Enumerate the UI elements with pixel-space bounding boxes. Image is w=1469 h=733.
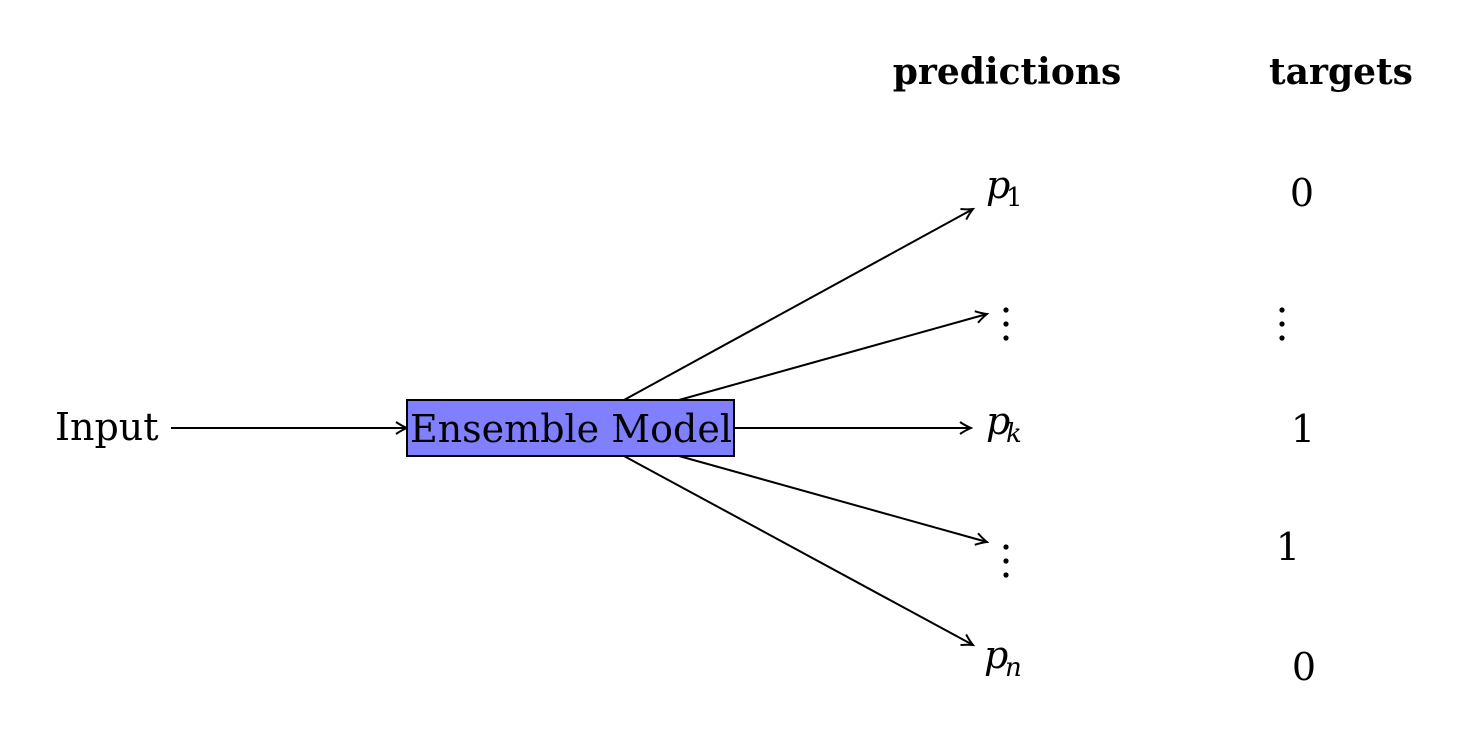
prediction-pk: p k — [986, 399, 1022, 449]
prediction-p1-sub: 1 — [1006, 183, 1023, 213]
target-value-k: 1 — [1291, 407, 1315, 451]
prediction-vdots-lower — [1003, 544, 1009, 578]
prediction-p1: p 1 — [986, 163, 1023, 213]
prediction-pk-sub: k — [1006, 419, 1022, 449]
arrow-to-p1 — [623, 209, 973, 401]
prediction-p1-base: p — [986, 163, 1010, 207]
arrow-to-pn — [623, 455, 973, 645]
targets-header: targets — [1269, 51, 1413, 93]
target-value-n: 0 — [1292, 645, 1316, 689]
prediction-pn: p n — [984, 633, 1022, 683]
prediction-pn-base: p — [984, 633, 1008, 677]
ensemble-model-label: Ensemble Model — [410, 407, 732, 451]
predictions-header: predictions — [893, 51, 1122, 93]
target-vdots — [1279, 307, 1285, 341]
arrow-to-vdots-upper — [678, 314, 987, 401]
prediction-pk-base: p — [986, 399, 1010, 443]
target-value-lower: 1 — [1276, 525, 1300, 569]
prediction-pn-sub: n — [1005, 653, 1022, 683]
target-value-1: 0 — [1290, 171, 1314, 215]
arrow-to-vdots-lower — [678, 455, 987, 542]
input-label: Input — [55, 405, 159, 449]
prediction-vdots-upper — [1003, 307, 1009, 341]
